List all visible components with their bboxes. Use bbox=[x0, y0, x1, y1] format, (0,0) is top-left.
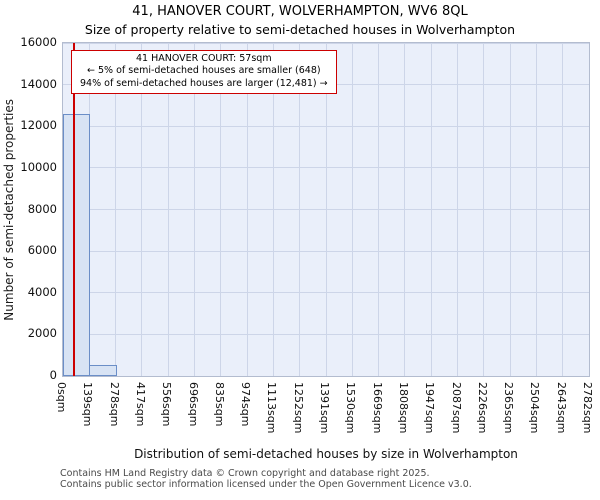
x-tick-label: 2504sqm bbox=[528, 382, 542, 434]
x-tick-label: 1391sqm bbox=[318, 382, 331, 434]
x-axis-label: Distribution of semi-detached houses by … bbox=[134, 447, 518, 461]
y-tick-labels: 0 2000 4000 6000 8000 10000 12000 14000 16000 bbox=[0, 35, 57, 382]
x-tick-label: 1113sqm bbox=[265, 382, 279, 434]
x-tick-label: 139sqm bbox=[81, 382, 95, 427]
v-gridline bbox=[457, 43, 458, 376]
x-tick-label: 2087sqm bbox=[449, 382, 463, 434]
footer: Contains HM Land Registry data © Crown c… bbox=[60, 468, 472, 490]
x-tick-label: 1252sqm bbox=[291, 382, 305, 434]
x-tick-label: 2643sqm bbox=[554, 382, 568, 434]
x-tick-label: 556sqm bbox=[160, 382, 174, 427]
v-gridline bbox=[272, 43, 274, 376]
x-tick-label: 1669sqm bbox=[370, 382, 384, 434]
x-tick-label: 417sqm bbox=[133, 382, 147, 427]
v-gridline bbox=[404, 43, 406, 376]
y-tick-label: 12000 bbox=[20, 118, 57, 133]
x-tick-label: 2226sqm bbox=[475, 382, 489, 434]
v-gridline bbox=[299, 43, 301, 376]
x-tick-label: 835sqm bbox=[212, 382, 226, 427]
histogram-bar bbox=[89, 365, 117, 376]
x-tick-label: 974sqm bbox=[239, 382, 253, 427]
footer-line1: Contains HM Land Registry data © Crown c… bbox=[60, 468, 430, 479]
y-tick-label: 14000 bbox=[20, 76, 57, 91]
annotation-smaller-line: ← 5% of semi-detached houses are smaller… bbox=[87, 65, 321, 77]
annotation-box: 41 HANOVER COURT: 57sqm ← 5% of semi-det… bbox=[71, 50, 337, 95]
x-tick-label: 2782sqm bbox=[581, 382, 594, 434]
y-tick-label: 6000 bbox=[27, 243, 57, 258]
y-tick-label: 2000 bbox=[27, 326, 57, 341]
x-tick-label: 1530sqm bbox=[344, 382, 358, 434]
v-gridline bbox=[351, 43, 353, 376]
plot-area: 41 HANOVER COURT: 57sqm ← 5% of semi-det… bbox=[62, 42, 590, 377]
y-tick-label: 16000 bbox=[20, 35, 57, 49]
v-gridline bbox=[220, 43, 222, 376]
annotation-larger-line: 94% of semi-detached houses are larger (… bbox=[80, 77, 328, 89]
v-gridline bbox=[246, 43, 248, 376]
x-tick-label: 0sqm bbox=[55, 382, 68, 413]
x-tick-label: 278sqm bbox=[107, 382, 121, 427]
v-gridline bbox=[509, 43, 511, 376]
footer-line2: Contains public sector information licen… bbox=[60, 479, 472, 491]
v-gridline bbox=[141, 43, 143, 376]
v-gridline bbox=[194, 43, 195, 376]
y-tick-label: 10000 bbox=[20, 159, 57, 174]
v-gridline bbox=[535, 43, 537, 376]
chart-subtitle: Size of property relative to semi-detach… bbox=[84, 22, 516, 37]
chart-title: 41, HANOVER COURT, WOLVERHAMPTON, WV6 8Q… bbox=[132, 4, 468, 19]
x-tick-label: 696sqm bbox=[186, 382, 200, 427]
v-gridline bbox=[378, 43, 380, 376]
v-gridline bbox=[325, 43, 327, 376]
y-tick-label: 8000 bbox=[27, 201, 57, 216]
x-tick-label: 2365sqm bbox=[502, 382, 516, 434]
v-gridline bbox=[167, 43, 169, 376]
x-tick-label: 1947sqm bbox=[423, 382, 437, 434]
v-gridline bbox=[115, 43, 117, 376]
y-tick-label: 4000 bbox=[27, 284, 57, 299]
v-gridline bbox=[562, 43, 564, 376]
v-gridline bbox=[430, 43, 432, 376]
histogram-bar bbox=[63, 114, 91, 376]
property-size-marker-line bbox=[72, 43, 75, 376]
x-tick-label: 1808sqm bbox=[396, 382, 410, 434]
y-tick-label: 0 bbox=[49, 368, 57, 382]
x-tick-labels: 0sqm 139sqm 278sqm 417sqm 556sqm 696sqm 835sqm… bbox=[55, 380, 600, 450]
v-gridline bbox=[483, 43, 485, 376]
annotation-property-line: 41 HANOVER COURT: 57sqm bbox=[136, 53, 272, 64]
